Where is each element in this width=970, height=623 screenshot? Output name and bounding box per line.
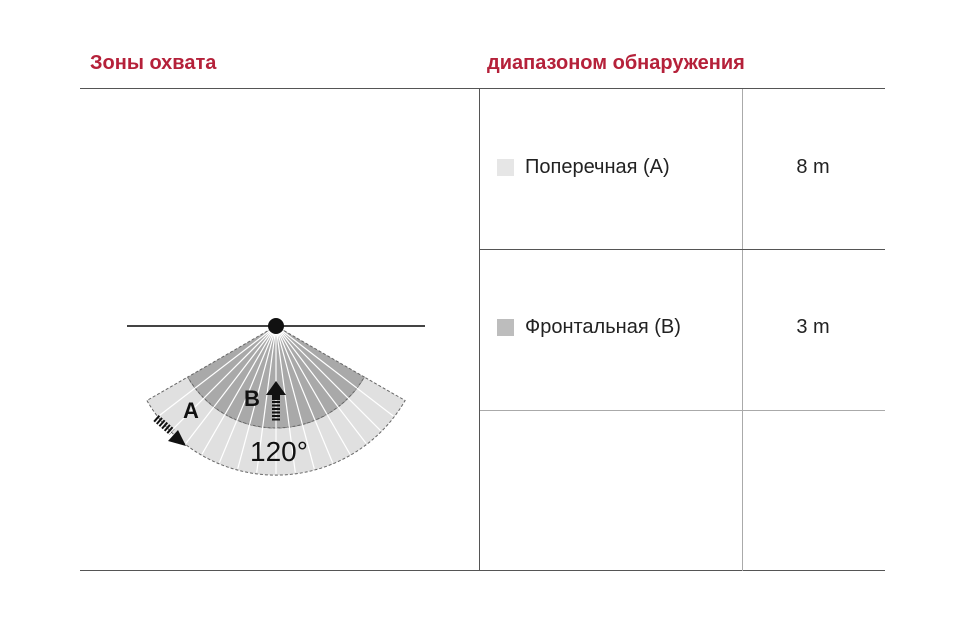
detection-ray <box>185 325 277 444</box>
swatch-zone-b <box>497 319 514 336</box>
row-value: 3 m <box>796 316 830 338</box>
sensor-icon <box>268 318 284 334</box>
row-transverse: Поперечная (A) <box>497 156 670 179</box>
swatch-zone-a <box>497 159 514 176</box>
row-label: Фронтальная (B) <box>525 316 681 338</box>
row-label: Поперечная (A) <box>525 156 670 178</box>
zone-b-label: B <box>244 386 260 411</box>
detection-ray <box>158 325 277 417</box>
detection-ray <box>218 325 277 463</box>
row-value: 8 m <box>796 156 830 178</box>
table-top-rule <box>80 88 885 89</box>
detection-ray <box>275 325 367 444</box>
zone-a-label: A <box>183 398 199 423</box>
detection-ray <box>275 325 315 470</box>
column-divider <box>479 89 480 571</box>
row-frontal: Фронтальная (B) <box>497 316 681 339</box>
detection-ray <box>275 325 394 417</box>
detection-ray <box>237 325 277 470</box>
detection-ray <box>275 325 351 455</box>
zones-heading: Зоны охвата <box>90 52 217 74</box>
detection-ray <box>275 325 296 473</box>
arrow-down-left-icon <box>153 414 186 446</box>
range-heading: диапазоном обнаружения <box>487 52 745 74</box>
row-divider <box>480 410 885 411</box>
row-divider <box>480 249 885 250</box>
detection-ray <box>256 325 277 473</box>
detection-ray <box>201 325 277 455</box>
detection-ray <box>275 325 382 432</box>
column-divider-values <box>742 89 743 571</box>
table-bottom-rule <box>80 570 885 571</box>
coverage-diagram: A B 120° <box>127 318 425 476</box>
detection-ray <box>170 325 277 432</box>
detection-ray <box>275 325 334 463</box>
arrow-up-icon <box>266 381 286 422</box>
angle-label: 120° <box>250 436 308 467</box>
